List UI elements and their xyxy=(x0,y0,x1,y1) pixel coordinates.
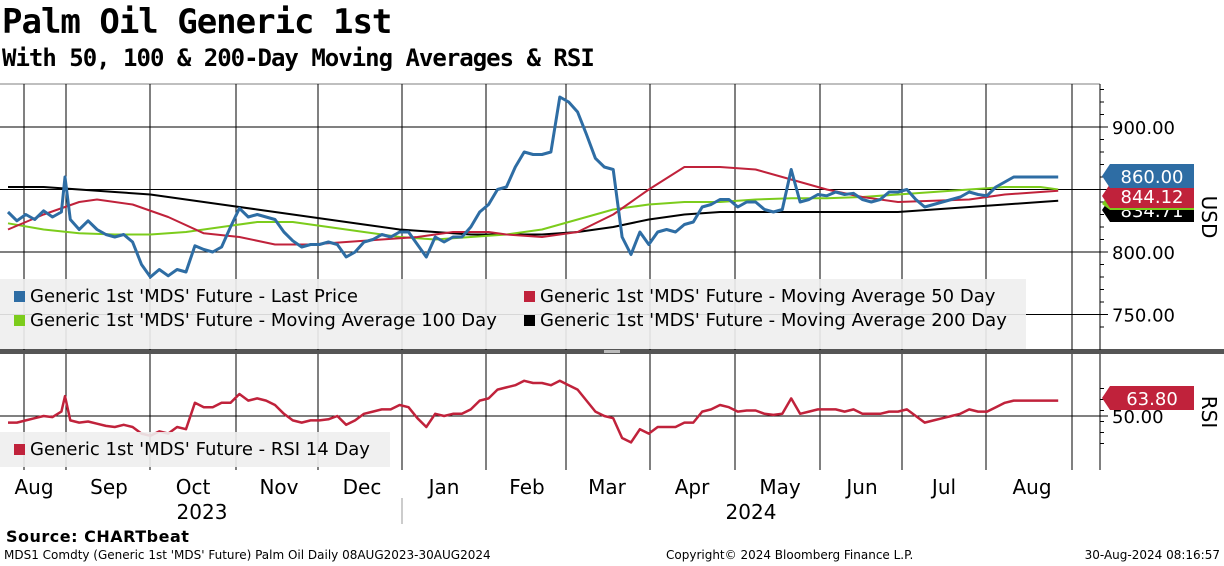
ma200-line xyxy=(8,186,1059,236)
x-tick-label-oct: Oct xyxy=(176,475,211,499)
ma100-line xyxy=(7,186,1059,241)
legend-ma200-label: Generic 1st 'MDS' Future - Moving Averag… xyxy=(540,310,1007,331)
legend-ma100-label: Generic 1st 'MDS' Future - Moving Averag… xyxy=(30,310,497,331)
price-legend-box xyxy=(0,279,1026,349)
x-tick-label-aug: Aug xyxy=(1012,475,1051,499)
last-price-value-flag-shape xyxy=(1102,164,1194,188)
source-label: Source: CHARTbeat xyxy=(6,527,190,546)
x-tick-label-jan: Jan xyxy=(427,475,460,499)
chart-subtitle: With 50, 100 & 200-Day Moving Averages &… xyxy=(2,44,595,72)
rsi-y-axis-title: RSI xyxy=(1197,396,1221,429)
x-tick-label-aug: Aug xyxy=(14,475,53,499)
x-year-label-2024: 2024 xyxy=(726,500,777,524)
price-y-tick-label: 900.00 xyxy=(1112,118,1175,139)
last-price-line xyxy=(6,95,1059,279)
last-price-value-flag: 860.00 xyxy=(1102,164,1194,188)
rsi-y-tick-label: 50.00 xyxy=(1112,407,1164,428)
legend-ma200-swatch xyxy=(524,315,535,326)
price-y-tick-label: 800.00 xyxy=(1112,243,1175,264)
x-tick-label-jul: Jul xyxy=(930,475,956,499)
ma50-value-flag: 844.12 xyxy=(1102,184,1194,208)
timestamp: 30-Aug-2024 08:16:57 xyxy=(1084,548,1220,562)
x-tick-label-dec: Dec xyxy=(343,475,382,499)
x-tick-label-sep: Sep xyxy=(90,475,128,499)
x-tick-label-mar: Mar xyxy=(588,475,627,499)
ticker-info: MDS1 Comdty (Generic 1st 'MDS' Future) P… xyxy=(4,548,491,562)
x-tick-label-may: May xyxy=(759,475,801,499)
x-year-label-2023: 2023 xyxy=(177,500,228,524)
x-tick-label-feb: Feb xyxy=(509,475,544,499)
gridlines xyxy=(0,84,1100,470)
price-y-tick-label: 750.00 xyxy=(1112,306,1175,327)
price-y-axis-title: USD xyxy=(1197,196,1221,239)
legend-ma50-swatch xyxy=(524,291,535,302)
rsi-value-flag: 63.80 xyxy=(1102,386,1194,410)
legend-last-price-label: Generic 1st 'MDS' Future - Last Price xyxy=(30,286,358,307)
ma50-value-flag-shape xyxy=(1102,184,1194,208)
legend-rsi-label: Generic 1st 'MDS' Future - RSI 14 Day xyxy=(30,439,370,460)
x-tick-label-apr: Apr xyxy=(675,475,710,499)
rsi-value-flag-text: 63.80 xyxy=(1126,389,1178,410)
legend-ma50-label: Generic 1st 'MDS' Future - Moving Averag… xyxy=(540,286,996,307)
x-tick-label-jun: Jun xyxy=(844,475,877,499)
last-price-value-flag-text: 860.00 xyxy=(1121,167,1184,188)
legend-last-price-swatch xyxy=(14,291,25,302)
ma50-line xyxy=(7,166,1059,246)
rsi-legend-box xyxy=(0,432,390,467)
rsi-value-flag-shape xyxy=(1102,386,1194,410)
panel-divider-handle xyxy=(604,350,620,353)
chart-title: Palm Oil Generic 1st xyxy=(2,2,392,42)
copyright: Copyright© 2024 Bloomberg Finance L.P. xyxy=(666,548,914,562)
x-tick-label-nov: Nov xyxy=(259,475,298,499)
rsi-line xyxy=(8,379,1059,444)
ma50-value-flag-text: 844.12 xyxy=(1121,187,1184,208)
legend-ma100-swatch xyxy=(14,315,25,326)
legend-rsi-swatch xyxy=(14,444,25,455)
